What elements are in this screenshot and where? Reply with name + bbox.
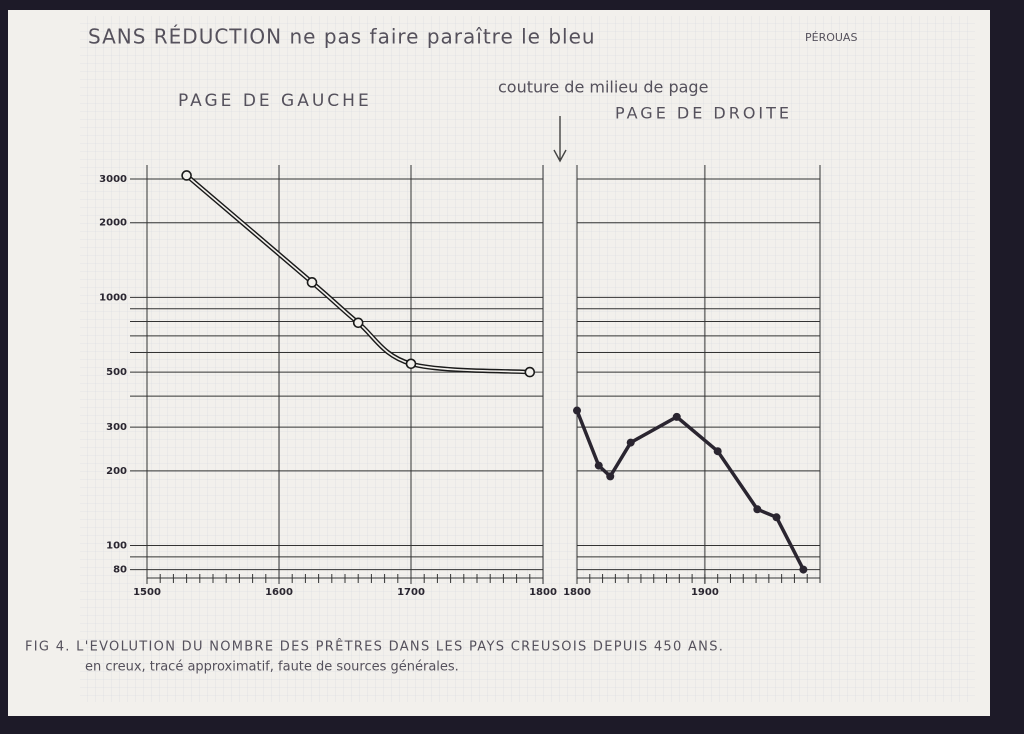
y-tick-label: 3000 — [99, 174, 127, 185]
x-tick-label: 1800 — [563, 587, 591, 598]
point — [352, 317, 364, 329]
y-tick-label: 1000 — [99, 292, 127, 303]
x-tick-label: 1600 — [265, 587, 293, 598]
y-tick-label: 80 — [113, 565, 127, 576]
x-tick-label: 1800 — [529, 587, 557, 598]
caption-line1: FIG 4. L'EVOLUTION DU NOMBRE DES PRÊTRES… — [25, 639, 724, 655]
y-tick-label: 2000 — [99, 218, 127, 229]
point — [713, 447, 722, 456]
graph-paper — [80, 16, 975, 702]
fold-label: couture de milieu de page — [498, 78, 708, 97]
point — [606, 472, 615, 481]
note: SANS RÉDUCTION ne pas faire paraître le … — [88, 25, 596, 49]
point — [524, 366, 536, 378]
point — [594, 461, 603, 470]
left-page-label: PAGE DE GAUCHE — [178, 91, 372, 111]
point — [753, 505, 762, 514]
point — [799, 565, 808, 574]
x-tick-label: 1700 — [397, 587, 425, 598]
y-tick-label: 100 — [106, 541, 127, 552]
author: PÉROUAS — [805, 31, 857, 44]
point — [573, 406, 581, 415]
y-tick-label: 500 — [106, 367, 127, 378]
point — [181, 170, 192, 181]
caption-line2: en creux, tracé approximatif, faute de s… — [85, 660, 459, 675]
point — [405, 358, 417, 370]
right-page-label: PAGE DE DROITE — [615, 104, 792, 123]
point — [772, 513, 781, 522]
x-tick-label: 1900 — [691, 587, 719, 598]
point — [672, 412, 681, 421]
y-tick-label: 200 — [106, 466, 127, 477]
x-tick-label: 1500 — [133, 587, 161, 598]
y-tick-label: 300 — [106, 422, 127, 433]
point — [306, 277, 318, 288]
point — [626, 438, 635, 447]
fold-arrow — [553, 116, 567, 163]
